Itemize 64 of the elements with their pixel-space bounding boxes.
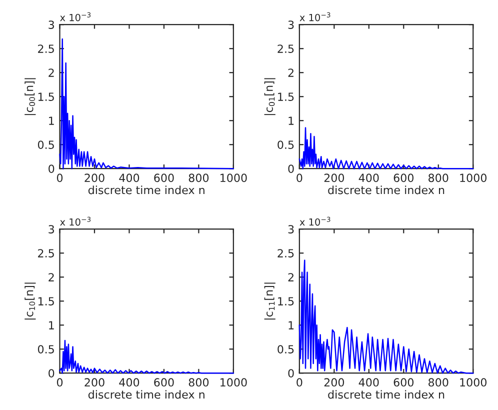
x-tick-label: 600 [154, 378, 174, 387]
x-tick-label: 200 [84, 378, 104, 387]
x-tick-label: 0 [296, 378, 302, 387]
y-tick-label: 1.5 [278, 92, 294, 101]
y-tick-label: 2 [48, 273, 54, 282]
y-tick-label: 1 [49, 116, 54, 125]
y-tick-label: 3 [48, 225, 54, 234]
y-tick-label: 1.5 [38, 92, 54, 101]
y-tick-label: 1 [288, 321, 294, 330]
y-axis-title: |c$_{11}$[n]| [264, 282, 276, 320]
y-tick-label: 1.5 [278, 297, 294, 306]
y-tick-label: 3 [48, 20, 54, 29]
y-tick-label: 2 [288, 68, 294, 77]
x-axis-title: discrete time index n [328, 390, 444, 399]
text: x 10$^{−3}$ [300, 12, 330, 22]
x-tick-label: 0 [56, 174, 63, 182]
y-axis-title: |c$_{01}$[n]| [264, 78, 276, 116]
x-tick-label: 600 [394, 378, 414, 387]
x-axis-title: discrete time index n [88, 390, 204, 399]
y-tick-label: 1 [288, 116, 294, 125]
x-tick-label: 200 [324, 174, 344, 182]
x-tick-label: 200 [84, 174, 104, 182]
x-tick-label: 1000 [220, 174, 247, 182]
text: x 10$^{−3}$ [60, 12, 91, 22]
x-tick-label: 800 [428, 174, 448, 182]
text: x 10$^{−3}$ [60, 216, 91, 226]
y-tick-label: 0.5 [278, 345, 294, 354]
x-tick-label: 400 [119, 378, 140, 387]
y-tick-label: 2.5 [38, 249, 54, 258]
x-tick-label: 1000 [460, 378, 486, 387]
y-tick-label: 0 [48, 164, 54, 173]
x-tick-label: 0 [56, 378, 63, 387]
y-tick-label: 3 [288, 20, 294, 29]
y-tick-label: 0 [48, 369, 54, 378]
x-tick-label: 600 [154, 174, 174, 182]
y-tick-label: 2.5 [278, 249, 294, 258]
y-axis-title: |c$_{10}$[n]| [24, 282, 36, 320]
y-tick-label: 2 [48, 68, 54, 77]
x-tick-label: 400 [119, 174, 140, 182]
x-tick-label: 800 [188, 378, 209, 387]
x-tick-label: 800 [188, 174, 209, 182]
x-tick-label: 400 [358, 174, 379, 182]
y-tick-label: 1.5 [38, 297, 54, 306]
y-tick-label: 3 [288, 225, 294, 234]
y-tick-label: 0 [288, 164, 294, 173]
x-tick-label: 800 [428, 378, 448, 387]
y-tick-label: 0.5 [38, 345, 54, 354]
x-tick-label: 1000 [460, 174, 486, 182]
x-tick-label: 1000 [220, 378, 247, 387]
y-tick-label: 2.5 [38, 44, 54, 53]
x-axis-title: discrete time index n [328, 186, 444, 194]
y-tick-label: 2 [288, 273, 294, 282]
y-tick-label: 1 [49, 321, 54, 330]
y-axis-title: |c$_{00}$[n]| [24, 78, 36, 116]
x-tick-label: 0 [296, 174, 302, 182]
y-tick-label: 0.5 [278, 140, 294, 149]
x-axis-title: discrete time index n [88, 186, 204, 194]
y-tick-label: 0.5 [38, 140, 54, 149]
text: x 10$^{−3}$ [300, 216, 330, 226]
x-tick-label: 600 [394, 174, 414, 182]
y-tick-label: 0 [288, 369, 294, 378]
x-tick-label: 400 [358, 378, 379, 387]
y-tick-label: 2.5 [278, 44, 294, 53]
x-tick-label: 200 [324, 378, 344, 387]
